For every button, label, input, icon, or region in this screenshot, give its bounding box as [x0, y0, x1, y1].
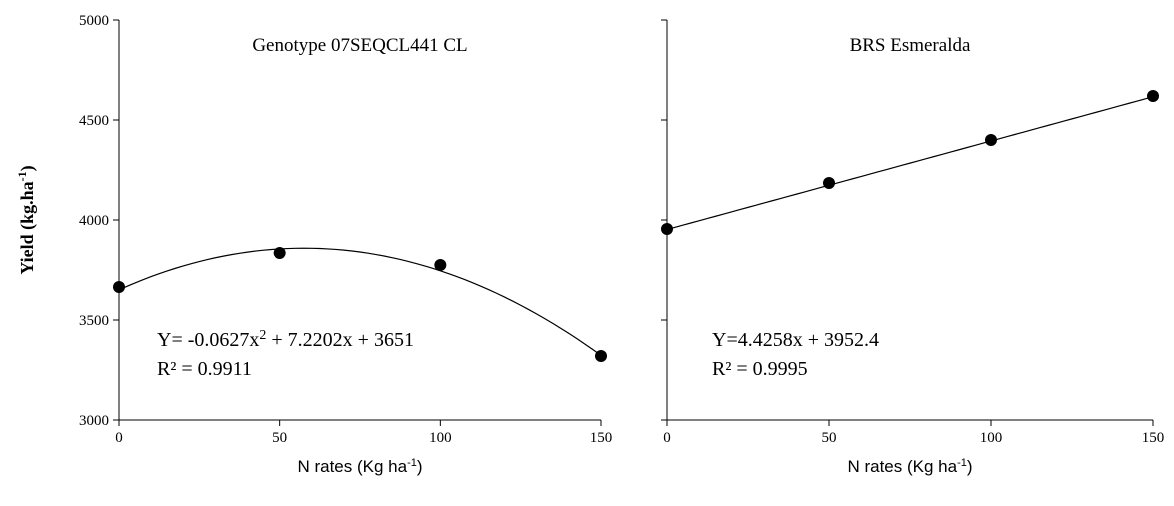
panel-left-x-axis-title-sup: -1 — [407, 457, 417, 469]
panel-0-y-tick-label: 5000 — [79, 13, 109, 29]
panel-0-data-point — [113, 281, 125, 293]
y-axis-title-sup: -1 — [15, 171, 29, 181]
panel-left-title: Genotype 07SEQCL441 CL — [252, 35, 467, 56]
panel-1-x-tick-label: 150 — [1142, 430, 1165, 446]
panel-0-x-tick-label: 150 — [590, 430, 613, 446]
panel-0-x-tick-label: 50 — [272, 430, 287, 446]
panel-right-equation: Y=4.4258x + 3952.4 — [712, 329, 879, 351]
panel-0-data-point — [434, 259, 447, 271]
panel-left-fit-curve — [118, 247, 602, 356]
panel-0-y-tick-label: 4500 — [79, 113, 109, 129]
panel-right-fit-line — [666, 96, 1154, 231]
panel-right-x-axis-title-sup: -1 — [957, 457, 967, 469]
panel-0-y-tick-label: 3000 — [79, 413, 109, 429]
panel-1-x-tick-label: 50 — [822, 430, 837, 446]
panel-1-x-tick-label: 0 — [663, 430, 671, 446]
panel-left-r2: R² = 0.9911 — [157, 358, 252, 380]
y-axis-title: Yield (kg.ha-1) — [15, 165, 38, 274]
panel-1-data-point — [1147, 90, 1159, 102]
panel-0-x-tick-label: 0 — [115, 430, 123, 446]
panel-right-title: BRS Esmeralda — [850, 35, 971, 56]
panel-right: 0 50 100 150 BRS Esmeralda Y=4.4258x + 3952… — [661, 19, 1165, 476]
panel-0-data-point — [595, 350, 607, 362]
panel-1-data-point — [985, 134, 997, 146]
panel-right-x-axis-title: N rates (Kg ha-1) — [847, 457, 972, 476]
panel-left-x-axis-title: N rates (Kg ha-1) — [297, 457, 422, 476]
panel-0-y-tick-label: 4000 — [79, 213, 109, 229]
panel-1-data-point — [661, 223, 673, 235]
panel-left: 3000 3500 4000 4500 5000 0 50 100 150 Genotype … — [79, 13, 612, 476]
panel-1-data-point — [823, 177, 835, 189]
panel-1-x-tick-label: 100 — [980, 430, 1003, 446]
panel-left-equation: Y= -0.0627x2 + 7.2202x + 3651 — [157, 328, 414, 352]
panel-0-x-tick-label: 100 — [429, 430, 452, 446]
panel-right-r2: R² = 0.9995 — [712, 358, 808, 380]
panel-0-y-tick-label: 3500 — [79, 313, 109, 329]
panel-left-equation-sup: 2 — [259, 328, 266, 343]
panel-0-data-point — [273, 247, 286, 259]
